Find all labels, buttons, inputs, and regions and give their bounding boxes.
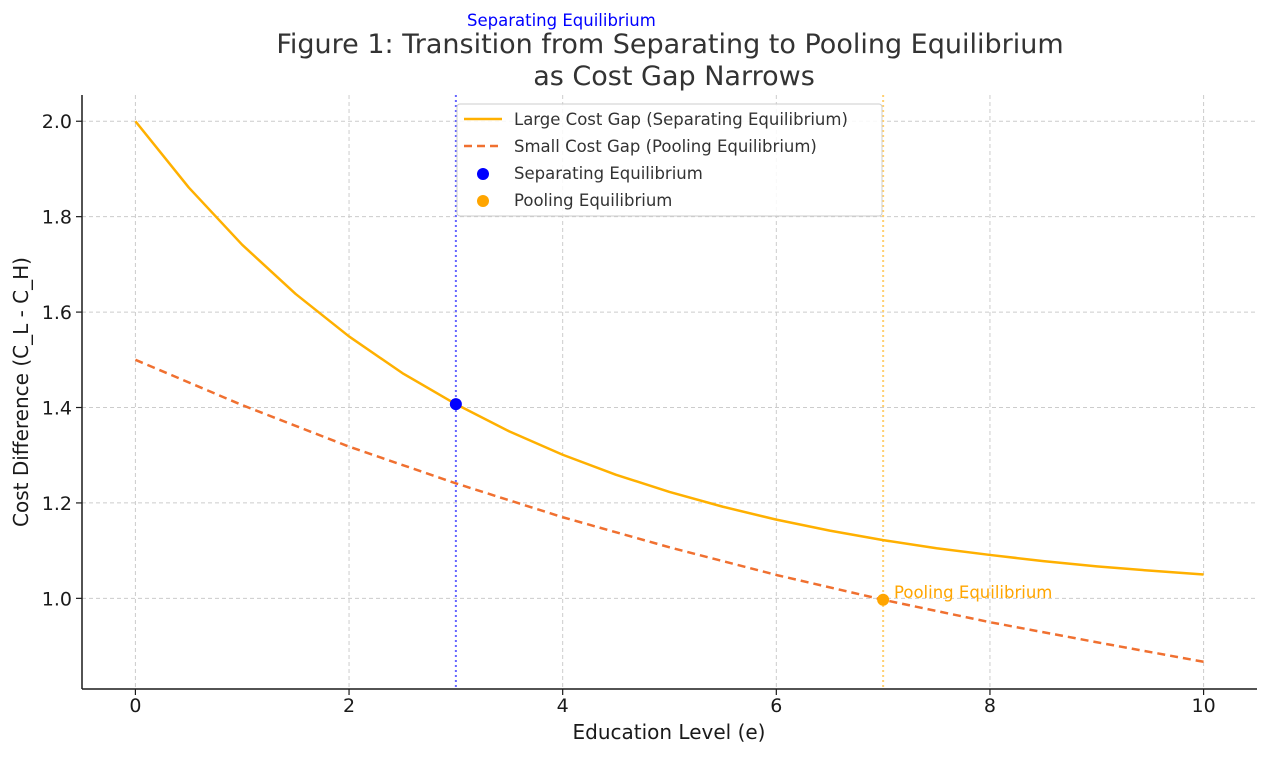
legend-label-3: Pooling Equilibrium <box>514 191 672 210</box>
chart-title-line-1: Figure 1: Transition from Separating to … <box>276 29 1063 60</box>
point-layer <box>449 398 890 606</box>
series-line-0 <box>134 120 1204 576</box>
legend-swatch-2 <box>477 168 489 180</box>
x-tick-label-0: 0 <box>129 695 141 717</box>
y-tick-layer: 1.0 1.2 1.4 1.6 1.8 2.0 <box>42 111 82 610</box>
vline-layer <box>454 95 885 689</box>
y-tick-label-0: 1.0 <box>42 588 72 610</box>
x-tick-label-4: 8 <box>984 695 996 717</box>
point-1 <box>877 593 890 606</box>
legend: Large Cost Gap (Separating Equilibrium) S… <box>456 103 883 217</box>
legend-label-0: Large Cost Gap (Separating Equilibrium) <box>514 110 848 129</box>
annotation-pooling-equilibrium: Pooling Equilibrium <box>894 583 1052 602</box>
annotation-separating-equilibrium: Separating Equilibrium <box>467 11 656 30</box>
y-tick-label-4: 1.8 <box>42 207 72 229</box>
series-line-1 <box>134 358 1204 664</box>
legend-box <box>456 103 883 217</box>
point-0 <box>449 398 462 411</box>
y-tick-label-5: 2.0 <box>42 111 72 133</box>
x-axis-label: Education Level (e) <box>573 720 766 744</box>
y-axis-label: Cost Difference (C_L - C_H) <box>9 257 33 527</box>
legend-label-1: Small Cost Gap (Pooling Equilibrium) <box>514 137 817 156</box>
x-tick-label-1: 2 <box>343 695 355 717</box>
chart-title-line-2: as Cost Gap Narrows <box>533 61 815 92</box>
y-tick-label-2: 1.4 <box>42 398 72 420</box>
x-tick-label-3: 6 <box>770 695 782 717</box>
x-tick-label-5: 10 <box>1191 695 1215 717</box>
legend-label-2: Separating Equilibrium <box>514 164 703 183</box>
x-tick-label-2: 4 <box>557 695 569 717</box>
x-tick-layer: 0 2 4 6 8 10 <box>129 689 1216 717</box>
series-layer <box>134 120 1204 664</box>
y-tick-label-1: 1.2 <box>42 493 72 515</box>
y-tick-label-3: 1.6 <box>42 302 72 324</box>
legend-swatch-3 <box>477 195 489 207</box>
